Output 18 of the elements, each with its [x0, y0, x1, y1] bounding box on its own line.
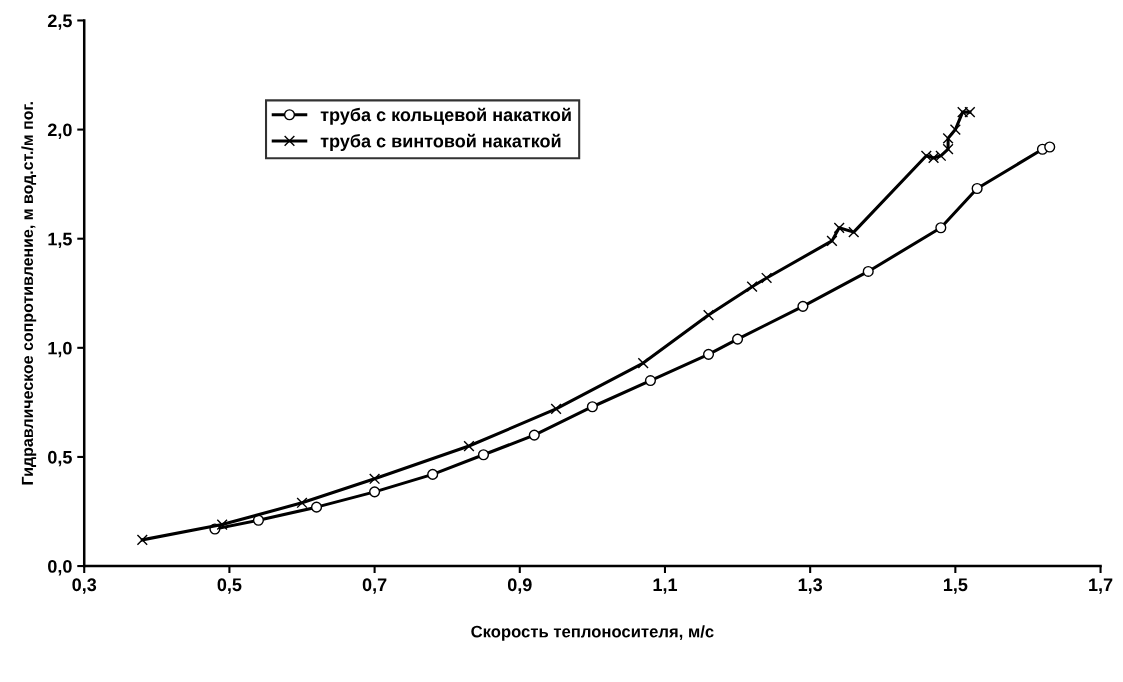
y-tick-label: 1,0 — [48, 341, 72, 358]
legend-label: труба с кольцевой накаткой — [320, 107, 571, 125]
y-tick-label: 2,5 — [47, 14, 72, 30]
y-tick-label: 2,0 — [47, 123, 72, 139]
y-tick-label: 0,0 — [48, 559, 72, 576]
x-tick-label: 1,7 — [1089, 578, 1113, 594]
x-tick-label: 0,3 — [72, 578, 97, 594]
y-tick-label: 1,5 — [48, 232, 72, 249]
y-tick-label: 0,5 — [48, 450, 72, 467]
x-tick-label: 0,5 — [217, 578, 242, 594]
x-axis-title: Скорость теплоносителя, м/с — [471, 625, 714, 641]
x-tick-label: 0,7 — [362, 578, 387, 594]
y-axis-title: Гидравлическое сопротивление, м вод.ст./м пог. — [21, 102, 37, 485]
x-tick-label: 1,1 — [653, 578, 678, 594]
x-tick-label: 1,5 — [943, 578, 968, 594]
legend-label: труба с винтовой накаткой — [320, 133, 561, 152]
x-tick-label: 0,9 — [507, 578, 532, 594]
x-tick-label: 1,3 — [798, 578, 823, 594]
